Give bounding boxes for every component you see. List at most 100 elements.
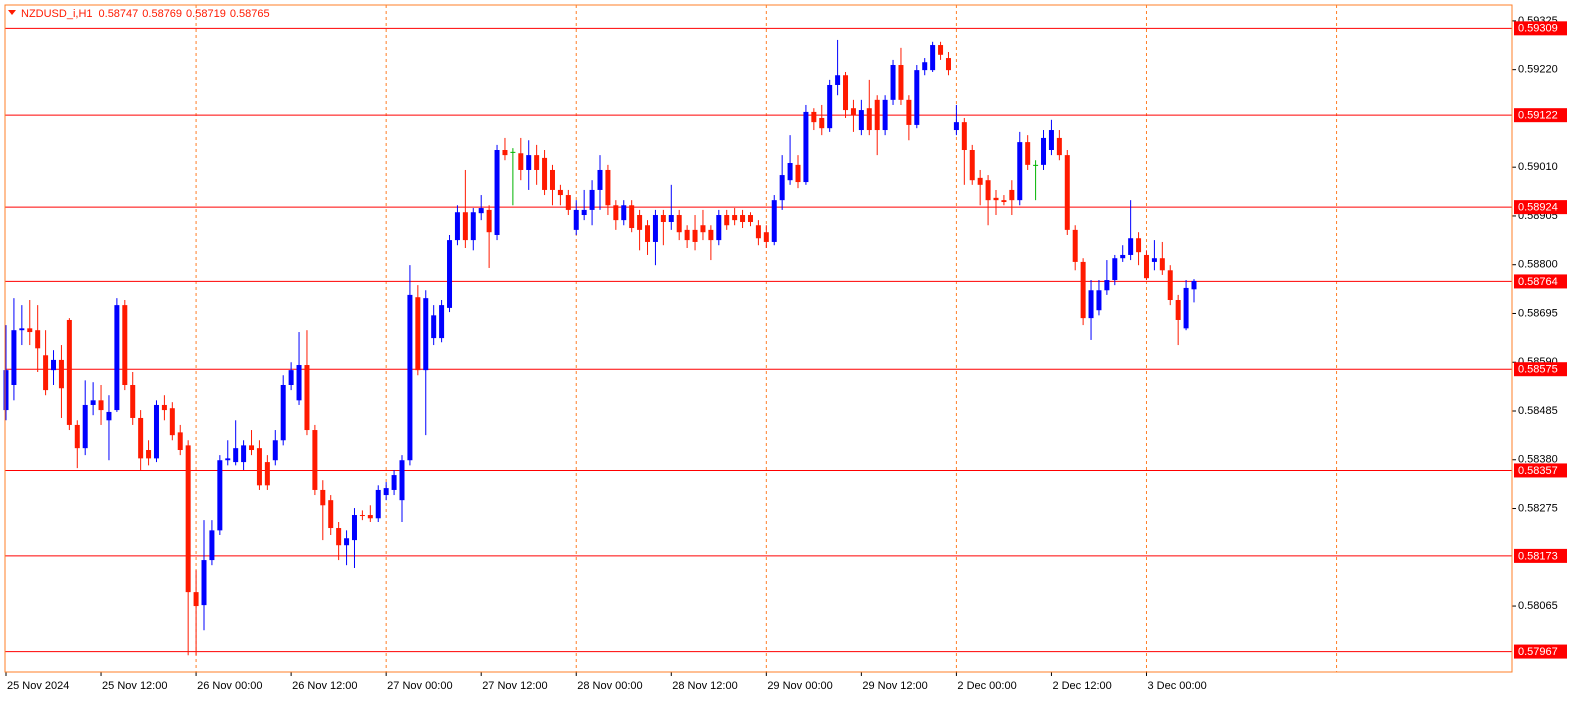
- candle-body: [344, 538, 350, 546]
- candle-body: [494, 150, 500, 235]
- level-price-label: 0.57967: [1518, 646, 1558, 658]
- candle-body: [922, 62, 928, 71]
- candle-body: [447, 240, 453, 308]
- candle-body: [249, 445, 255, 451]
- candle-body: [58, 359, 64, 389]
- candle-body: [225, 458, 231, 461]
- candle-body: [51, 359, 57, 371]
- candle-body: [209, 530, 215, 561]
- candle-body: [375, 489, 381, 519]
- candle-body: [82, 404, 88, 449]
- header-open: 0.58747: [99, 8, 139, 20]
- level-price-box: [1514, 200, 1567, 215]
- candle-body: [1009, 189, 1015, 201]
- candle-body: [1017, 142, 1023, 201]
- level-price-box: [1514, 21, 1567, 36]
- candle-body: [652, 215, 658, 242]
- level-price-label: 0.58173: [1518, 550, 1558, 562]
- candle-body: [700, 225, 706, 233]
- y-tick-label: 0.58275: [1518, 502, 1558, 514]
- header-high: 0.58769: [142, 8, 182, 20]
- candle-layer: [3, 39, 1197, 656]
- candle-body: [938, 45, 944, 55]
- candle-body: [161, 404, 167, 411]
- candle-body: [1056, 137, 1062, 156]
- candle-body: [526, 155, 532, 170]
- candle-body: [803, 111, 809, 183]
- x-tick-label: 27 Nov 12:00: [482, 680, 547, 692]
- candle-body: [1001, 200, 1007, 203]
- candle-body: [732, 215, 738, 221]
- candle-body: [470, 212, 476, 241]
- level-price-label: 0.58575: [1518, 364, 1558, 376]
- level-price-box: [1514, 274, 1567, 289]
- candle-body: [1088, 290, 1094, 319]
- candle-body: [74, 424, 80, 449]
- candle-body: [660, 215, 666, 222]
- x-tick-label: 28 Nov 12:00: [672, 680, 737, 692]
- candle-body: [740, 215, 746, 222]
- candle-body: [843, 75, 849, 111]
- candle-body: [621, 205, 627, 221]
- level-layer: [5, 27, 1512, 653]
- candle-body: [716, 215, 722, 241]
- y-tick-label: 0.58695: [1518, 307, 1558, 319]
- candle-body: [185, 445, 191, 593]
- candle-body: [613, 205, 619, 221]
- candle-body: [668, 215, 674, 222]
- candle-body: [454, 212, 460, 241]
- chart-title: NZDUSD_i,H1: [21, 8, 93, 20]
- candle-body: [1167, 270, 1173, 301]
- y-tick-label: 0.58800: [1518, 259, 1558, 271]
- candle-body: [27, 328, 33, 333]
- x-tick-label: 2 Dec 00:00: [957, 680, 1016, 692]
- candle-body: [177, 432, 183, 451]
- candle-body: [439, 305, 445, 339]
- candle-body: [795, 164, 801, 183]
- level-price-label: 0.58764: [1518, 276, 1558, 288]
- candle-body: [1080, 261, 1086, 319]
- candle-body: [280, 384, 286, 441]
- candle-body: [217, 460, 223, 531]
- candle-body: [383, 488, 389, 496]
- chart-header: NZDUSD_i,H1 0.58747 0.58769 0.58719 0.58765: [21, 8, 270, 20]
- candle-body: [122, 305, 128, 385]
- candle-body: [399, 460, 405, 501]
- candle-body: [423, 298, 429, 371]
- candle-body: [1033, 164, 1039, 166]
- candle-body: [114, 305, 120, 411]
- candle-body: [1041, 137, 1047, 165]
- candle-body: [1143, 254, 1149, 279]
- candle-body: [605, 169, 611, 206]
- candle-body: [264, 462, 270, 486]
- candle-body: [233, 448, 239, 463]
- candle-body: [637, 215, 643, 230]
- candle-body: [629, 205, 635, 229]
- candle-body: [534, 155, 540, 170]
- candle-body: [11, 330, 17, 385]
- candle-body: [351, 515, 357, 541]
- x-tick-label: 26 Nov 12:00: [292, 680, 357, 692]
- candle-body: [146, 450, 152, 459]
- candle-body: [19, 328, 25, 331]
- candle-body: [256, 448, 262, 486]
- candle-body: [708, 229, 714, 241]
- candle-body: [169, 408, 175, 436]
- x-tick-label: 27 Nov 00:00: [387, 680, 452, 692]
- candle-body: [906, 99, 912, 125]
- candle-body: [557, 189, 563, 196]
- candle-body: [328, 500, 334, 529]
- candle-body: [581, 209, 587, 216]
- candle-body: [645, 225, 651, 242]
- candle-body: [1128, 238, 1134, 255]
- x-tick-label: 26 Nov 00:00: [197, 680, 262, 692]
- candle-body: [1025, 142, 1031, 165]
- candle-body: [898, 65, 904, 100]
- x-tick-label: 29 Nov 00:00: [767, 680, 832, 692]
- candle-body: [43, 355, 49, 391]
- candle-body: [1072, 229, 1078, 262]
- candle-body: [518, 153, 524, 170]
- y-tick-label: 0.59220: [1518, 64, 1558, 76]
- candle-body: [589, 189, 595, 210]
